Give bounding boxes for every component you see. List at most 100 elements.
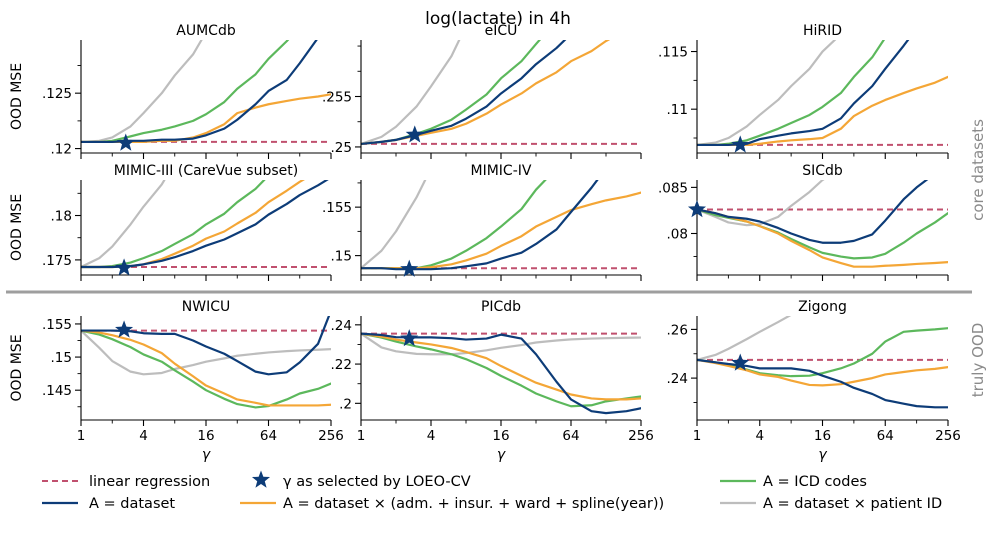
panel-title: AUMCdb	[176, 23, 236, 39]
selected-gamma-star-icon	[116, 133, 135, 151]
panel-sicdb: SICdb .08 .085	[658, 163, 949, 281]
panel-title: MIMIC-III (CareVue subset)	[114, 163, 298, 179]
series-dataset	[361, 332, 641, 415]
panel-mimic-iv: MIMIC-IV .15 .155	[322, 163, 642, 281]
selected-gamma-star-icon	[405, 125, 424, 143]
series-patient	[361, 332, 641, 356]
y-tick-label: .08	[667, 226, 688, 242]
series-icd	[361, 180, 547, 270]
panel-mimic-iii-carevue-subset: MIMIC-III (CareVue subset) .175 .18 OOD MSE	[9, 163, 332, 281]
y-tick-label: .15	[51, 350, 72, 366]
panel-picdb: PICdb 1 4 16 64 256 .2 .22 .24 γ	[331, 299, 654, 463]
selected-gamma-star-icon	[731, 353, 750, 371]
y-tick-label: .155	[42, 317, 72, 333]
panel-title: PICdb	[481, 299, 521, 315]
series-adm	[697, 358, 948, 387]
panel-nwicu: NWICU 1 4 16 64 256 .145 .15 .155 OOD MSE γ	[9, 299, 344, 463]
y-tick-label: .24	[667, 371, 688, 387]
x-tick-label: 256	[318, 428, 344, 444]
selected-gamma-star-icon	[687, 200, 707, 218]
y-tick-label: .22	[331, 357, 352, 373]
series-adm	[361, 191, 641, 270]
row-group-label-ood: truly OOD	[969, 323, 987, 398]
y-tick-label: .12	[51, 142, 72, 158]
series-patient	[697, 180, 825, 227]
x-tick-label: 64	[877, 428, 894, 444]
y-axis-label: OOD MSE	[9, 194, 25, 261]
selected-gamma-star-icon	[115, 320, 134, 338]
legend-star-icon	[251, 470, 271, 488]
panel-aumcdb: AUMCdb .12 .125 OOD MSE	[9, 23, 332, 159]
selected-gamma-star-icon	[731, 135, 750, 153]
series-dataset	[361, 40, 567, 146]
series-icd	[361, 332, 641, 408]
y-tick-label: .255	[322, 90, 352, 106]
legend-icd-label: A = ICD codes	[763, 474, 867, 490]
y-tick-label: .115	[658, 45, 688, 61]
y-tick-label: .25	[331, 140, 352, 156]
panel-eicu: eICU .25 .255	[322, 23, 642, 159]
y-tick-label: .125	[42, 86, 72, 102]
x-tick-label: 1	[77, 428, 86, 444]
panel-zigong: Zigong 1 4 16 64 256 .24 .26 γ	[667, 299, 961, 463]
panel-title: NWICU	[182, 299, 230, 315]
y-tick-label: .26	[667, 322, 688, 338]
x-tick-label: 16	[492, 428, 509, 444]
x-tick-label: 16	[814, 428, 831, 444]
legend-patient-label: A = dataset × patient ID	[763, 496, 942, 512]
y-tick-label: .18	[51, 209, 72, 225]
x-axis-label: γ	[818, 447, 827, 463]
x-tick-label: 256	[935, 428, 961, 444]
series-patient	[697, 40, 837, 147]
series-patient	[361, 40, 461, 146]
x-tick-label: 1	[357, 428, 366, 444]
row-group-label-core: core datasets	[969, 119, 987, 221]
figure-title: log(lactate) in 4h	[425, 9, 571, 29]
selected-gamma-star-icon	[400, 259, 419, 277]
series-dataset	[81, 180, 329, 269]
panel-hirid: HiRID .11 .115	[658, 23, 949, 159]
legend: linear regression A = dataset γ as selec…	[42, 470, 942, 512]
panel-title: HiRID	[803, 23, 842, 39]
series-icd	[81, 329, 331, 409]
panel-title: SICdb	[802, 163, 843, 179]
panels: AUMCdb .12 .125 OOD MSE eICU .25 .255 HiRID .11.…	[9, 23, 961, 463]
y-axis-label: OOD MSE	[9, 334, 25, 401]
x-axis-label: γ	[202, 447, 211, 463]
series-patient	[81, 180, 166, 269]
x-tick-label: 256	[628, 428, 654, 444]
y-axis-label: OOD MSE	[9, 63, 25, 130]
selected-gamma-star-icon	[400, 329, 419, 347]
legend-dataset-label: A = dataset	[89, 496, 175, 512]
y-tick-label: .15	[331, 249, 352, 265]
y-tick-label: .145	[42, 383, 72, 399]
series-icd	[697, 40, 886, 147]
panel-title: Zigong	[798, 299, 847, 315]
x-tick-label: 1	[693, 428, 702, 444]
series-patient	[361, 180, 427, 270]
panel-title: MIMIC-IV	[471, 163, 532, 179]
series-patient	[81, 40, 203, 144]
y-tick-label: .085	[658, 180, 688, 196]
legend-adm-label: A = dataset × (adm. + insur. + ward + sp…	[283, 496, 664, 512]
series-patient	[81, 329, 331, 376]
series-dataset	[697, 180, 929, 244]
legend-star-label: γ as selected by LOEO-CV	[283, 474, 471, 490]
series-dataset	[697, 40, 910, 147]
x-tick-label: 16	[197, 428, 214, 444]
series-icd	[697, 327, 948, 378]
x-tick-label: 64	[562, 428, 579, 444]
y-tick-label: .175	[42, 253, 72, 269]
x-tick-label: 4	[427, 428, 436, 444]
y-tick-label: .24	[331, 318, 352, 334]
series-patient	[697, 316, 792, 361]
y-tick-label: .155	[322, 200, 352, 216]
selected-gamma-star-icon	[115, 258, 134, 276]
series-adm	[81, 329, 331, 407]
x-tick-label: 4	[139, 428, 148, 444]
x-tick-label: 4	[755, 428, 764, 444]
y-tick-label: .11	[667, 102, 688, 118]
legend-linear-regression-label: linear regression	[89, 474, 210, 490]
x-tick-label: 64	[260, 428, 277, 444]
